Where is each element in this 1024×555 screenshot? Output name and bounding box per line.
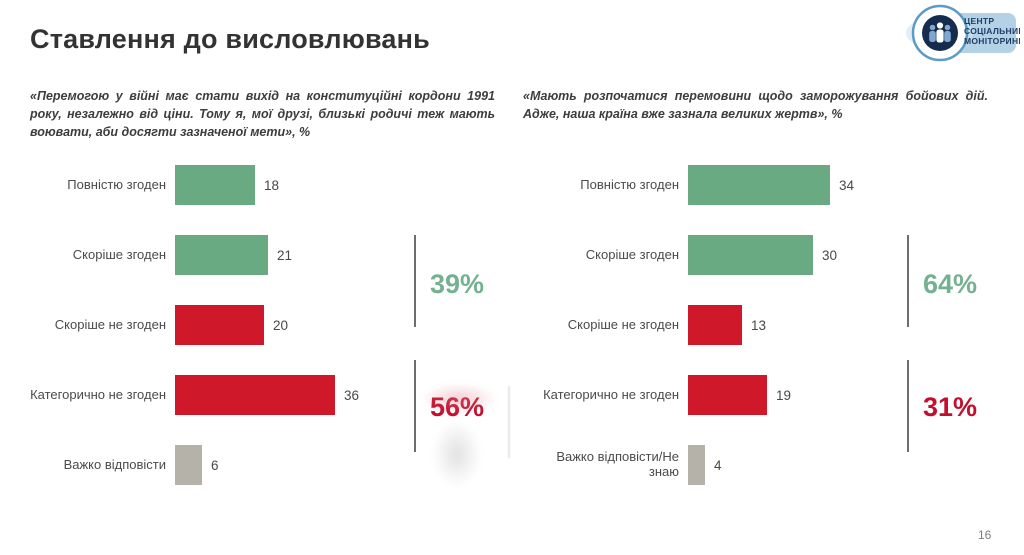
logo-text-line1: ЦЕНТР (964, 16, 994, 26)
bar-fully-agree (175, 165, 255, 205)
disagree-group-bracket (907, 360, 909, 452)
disagree-total-label: 56% (430, 392, 485, 422)
bar-chart: Повністю згоден 18 Скоріше згоден 21 Ско… (30, 150, 495, 500)
chart-freeze-negotiations: «Мають розпочатися перемовини щодо замор… (523, 88, 988, 500)
chart-question-quote: «Мають розпочатися перемовини щодо замор… (523, 89, 988, 121)
category-label: Скоріше згоден (585, 246, 679, 262)
category-label: Важко відповісти/Не знаю (556, 449, 679, 479)
chart-row: Повністю згоден 34 (523, 150, 988, 220)
category-label: Скоріше не згоден (567, 316, 679, 332)
page-title: Ставлення до висловлювань (30, 24, 430, 54)
bar-chart: Повністю згоден 34 Скоріше згоден 30 Ско… (523, 150, 988, 500)
bar-value: 21 (277, 247, 293, 263)
page-number: 16 (978, 528, 992, 542)
category-label: Повністю згоден (67, 176, 166, 192)
chart-victory-1991-borders: «Перемогою у війні має стати вихід на ко… (30, 88, 495, 500)
agree-group-bracket (414, 235, 416, 327)
bar-categorically-disagree (175, 375, 335, 415)
category-label: Скоріше не згоден (54, 316, 166, 332)
bar-value: 19 (776, 387, 792, 403)
logo-graphic: ЦЕНТР СОЦІАЛЬНИЙ МОНІТОРИНГ (906, 4, 1024, 62)
agree-group-bracket (907, 235, 909, 327)
bar-rather-disagree (688, 305, 742, 345)
logo-text-line2: СОЦІАЛЬНИЙ (964, 25, 1020, 36)
chart-row: Важко відповісти 6 (30, 430, 495, 500)
bar-fully-agree (688, 165, 830, 205)
bar-value: 20 (273, 317, 289, 333)
chart-row: Скоріше не згоден 13 (523, 290, 988, 360)
chart-question-quote: «Перемогою у війні має стати вихід на ко… (30, 89, 495, 139)
bar-rather-agree (688, 235, 813, 275)
category-label: Категорично не згоден (543, 386, 679, 402)
chart-row: Скоріше не згоден 20 (30, 290, 495, 360)
chart-row: Важко відповісти/Не знаю 4 (523, 430, 988, 500)
bar-value: 13 (751, 317, 767, 333)
logo-text-line3: МОНІТОРИНГ (964, 36, 1020, 46)
bar-categorically-disagree (688, 375, 767, 415)
chart-row: Категорично не згоден 19 (523, 360, 988, 430)
bar-rather-agree (175, 235, 268, 275)
category-label: Повністю згоден (580, 176, 679, 192)
bar-hard-to-answer (688, 445, 705, 485)
chart-row: Скоріше згоден 30 (523, 220, 988, 290)
bar-value: 34 (839, 177, 855, 193)
bar-value: 6 (211, 457, 219, 473)
center-social-monitoring-logo: ЦЕНТР СОЦІАЛЬНИЙ МОНІТОРИНГ (898, 2, 1024, 64)
bar-rather-disagree (175, 305, 264, 345)
category-label: Категорично не згоден (30, 386, 166, 402)
watermark-smudge (508, 386, 510, 458)
bar-value: 4 (714, 457, 722, 473)
disagree-total-label: 31% (923, 392, 978, 422)
chart-row: Скоріше згоден 21 (30, 220, 495, 290)
chart-row: Повністю згоден 18 (30, 150, 495, 220)
agree-total-label: 39% (430, 269, 485, 299)
bar-value: 18 (264, 177, 280, 193)
bar-value: 30 (822, 247, 838, 263)
category-label: Скоріше згоден (72, 246, 166, 262)
chart-row: Категорично не згоден 36 (30, 360, 495, 430)
bar-value: 36 (344, 387, 360, 403)
category-label: Важко відповісти (63, 456, 166, 472)
disagree-group-bracket (414, 360, 416, 452)
bar-hard-to-answer (175, 445, 202, 485)
agree-total-label: 64% (923, 269, 978, 299)
